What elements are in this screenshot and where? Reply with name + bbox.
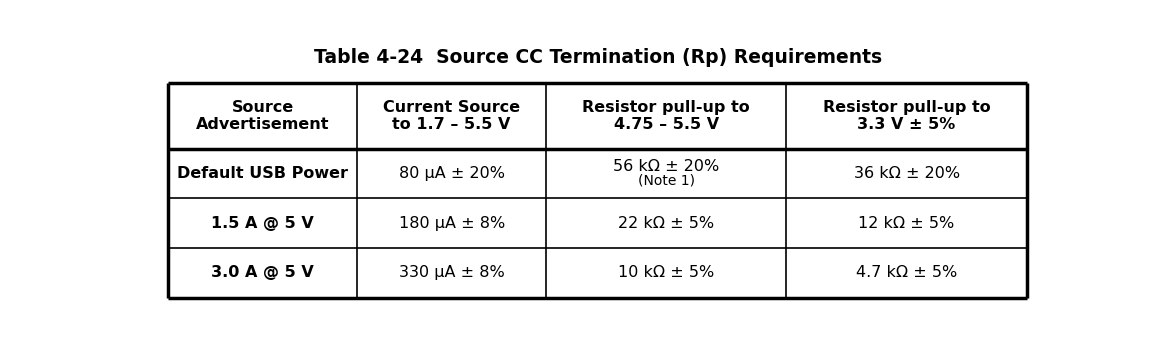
Text: Current Source
to 1.7 – 5.5 V: Current Source to 1.7 – 5.5 V [384,100,520,132]
Text: 3.0 A @ 5 V: 3.0 A @ 5 V [211,265,314,280]
Text: 4.7 kΩ ± 5%: 4.7 kΩ ± 5% [856,265,957,280]
Text: 80 μA ± 20%: 80 μA ± 20% [399,166,505,181]
Text: 36 kΩ ± 20%: 36 kΩ ± 20% [854,166,960,181]
Text: 12 kΩ ± 5%: 12 kΩ ± 5% [858,216,955,231]
Text: Resistor pull-up to
4.75 – 5.5 V: Resistor pull-up to 4.75 – 5.5 V [582,100,750,132]
Text: Source
Advertisement: Source Advertisement [196,100,330,132]
Text: Table 4-24  Source CC Termination (Rp) Requirements: Table 4-24 Source CC Termination (Rp) Re… [314,48,881,68]
Text: Default USB Power: Default USB Power [177,166,349,181]
Text: 10 kΩ ± 5%: 10 kΩ ± 5% [618,265,715,280]
Text: 1.5 A @ 5 V: 1.5 A @ 5 V [211,216,314,231]
Text: 56 kΩ ± 20%: 56 kΩ ± 20% [613,159,719,174]
Text: (Note 1): (Note 1) [638,173,695,187]
Text: 330 μA ± 8%: 330 μA ± 8% [399,265,505,280]
Text: 180 μA ± 8%: 180 μA ± 8% [399,216,505,231]
Text: Resistor pull-up to
3.3 V ± 5%: Resistor pull-up to 3.3 V ± 5% [823,100,990,132]
Text: 22 kΩ ± 5%: 22 kΩ ± 5% [618,216,715,231]
